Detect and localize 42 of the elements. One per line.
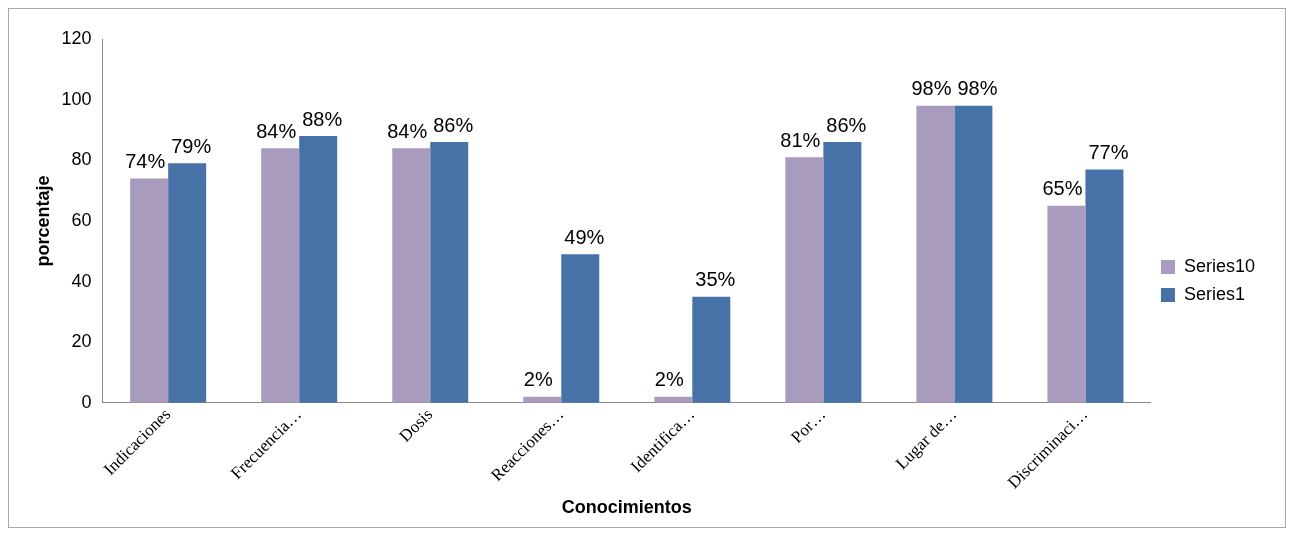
legend-label: Series10 <box>1183 255 1255 276</box>
bar <box>299 136 338 403</box>
data-label: 49% <box>564 225 605 248</box>
data-label: 2% <box>523 368 553 391</box>
data-label: 98% <box>911 77 952 100</box>
y-tick-label: 80 <box>71 149 92 170</box>
bar <box>1047 205 1086 403</box>
data-label: 77% <box>1088 140 1129 163</box>
bar <box>823 142 862 403</box>
bar <box>1085 169 1124 403</box>
y-tick-label: 120 <box>61 27 92 48</box>
data-label: 86% <box>433 113 474 136</box>
y-tick-label: 60 <box>71 209 92 230</box>
y-tick-label: 0 <box>81 391 92 412</box>
data-label: 81% <box>780 128 821 151</box>
data-label: 74% <box>125 150 166 172</box>
data-label: 65% <box>1042 177 1083 200</box>
data-label: 84% <box>387 119 428 142</box>
data-label: 86% <box>826 113 867 136</box>
bar <box>785 157 824 403</box>
data-label: 35% <box>695 268 736 291</box>
bar <box>430 142 469 403</box>
data-label: 79% <box>171 134 212 157</box>
x-tick-label: Por… <box>787 404 830 447</box>
bar <box>561 254 600 403</box>
bar <box>916 105 955 403</box>
bar <box>954 105 993 403</box>
y-tick-label: 100 <box>61 88 92 109</box>
data-label: 88% <box>302 107 343 130</box>
legend-label: Series1 <box>1183 283 1245 304</box>
bar <box>261 148 300 403</box>
bar <box>692 296 731 403</box>
x-axis-title: Conocimientos <box>561 497 692 518</box>
data-label: 2% <box>654 368 684 391</box>
data-label: 84% <box>256 119 297 142</box>
bar <box>392 148 431 403</box>
data-label: 98% <box>957 77 998 100</box>
y-tick-label: 20 <box>71 331 92 352</box>
bar <box>130 178 169 403</box>
y-tick-label: 40 <box>71 270 92 291</box>
y-axis-title: porcentaje <box>32 175 53 267</box>
bar <box>168 163 207 403</box>
